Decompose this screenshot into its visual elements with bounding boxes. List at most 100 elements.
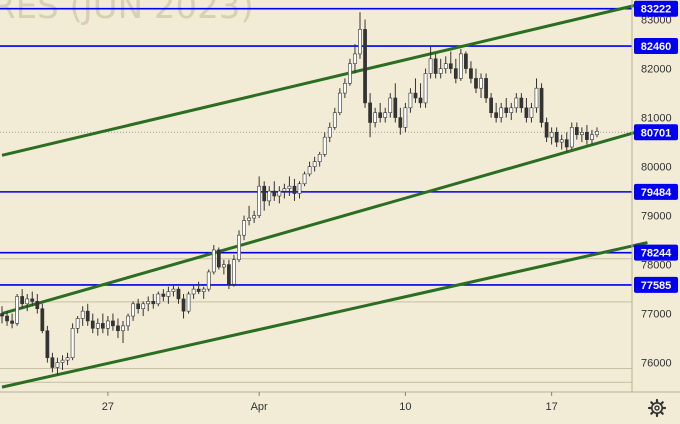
candle — [388, 93, 393, 118]
candle — [156, 291, 161, 307]
time-tick-label: 10 — [399, 401, 411, 413]
candle — [554, 127, 559, 147]
time-tick-label: Apr — [251, 401, 268, 413]
candle-body — [227, 264, 231, 285]
candle — [413, 78, 418, 103]
settings-button[interactable] — [645, 397, 669, 419]
candle — [216, 247, 221, 270]
candle-body — [438, 68, 443, 74]
candle — [211, 245, 216, 275]
candle — [469, 61, 473, 84]
candle-body — [5, 315, 9, 322]
candle-body — [378, 112, 383, 118]
price-axis: 76000 77000 78000 79000 80000 81000 82000 83000 — [641, 15, 672, 370]
time-tick-label: 17 — [545, 401, 557, 413]
candle — [50, 352, 55, 373]
price-tick-label: 79000 — [641, 211, 672, 223]
price-badge: 82460 — [634, 38, 678, 55]
candle — [297, 181, 302, 199]
candle — [227, 259, 231, 290]
candle-body — [408, 92, 413, 109]
candle — [504, 98, 509, 118]
candle — [312, 156, 317, 172]
candle-body — [368, 102, 372, 123]
candle — [484, 73, 488, 103]
candle — [191, 284, 196, 299]
candle — [15, 294, 19, 326]
candle-body — [297, 183, 302, 194]
candle-body — [413, 92, 418, 99]
candle — [10, 313, 14, 329]
candle-body — [287, 185, 292, 189]
candle — [327, 122, 332, 143]
candle-body — [211, 249, 216, 273]
candle — [0, 306, 4, 324]
candle — [489, 93, 493, 118]
candle — [393, 83, 398, 123]
price-badge-bg — [634, 276, 678, 293]
candle — [590, 129, 594, 145]
candle-body — [60, 359, 65, 363]
candle-body — [95, 323, 100, 329]
candle-body — [116, 325, 120, 332]
candle-body — [90, 320, 95, 329]
candle — [196, 281, 201, 294]
price-badge: 78244 — [634, 244, 678, 261]
candle-body — [358, 29, 362, 55]
price-tick-label: 76000 — [641, 358, 672, 370]
candle-body — [85, 310, 90, 322]
price-badge-label: 78244 — [641, 248, 672, 260]
candle-body — [494, 112, 499, 118]
candle-body — [393, 97, 398, 118]
candle-body — [100, 323, 105, 329]
candle-body — [509, 107, 514, 114]
candle-body — [574, 127, 579, 136]
candle-body — [373, 112, 377, 123]
candle-body — [70, 327, 75, 358]
candle — [171, 284, 176, 297]
candle — [524, 98, 529, 123]
candle — [30, 291, 35, 307]
price-badge-bg — [634, 38, 678, 55]
price-badge-label: 77585 — [641, 280, 672, 292]
candle-body — [50, 357, 55, 368]
candle — [443, 56, 448, 74]
candle — [247, 205, 251, 226]
candle-body — [312, 161, 317, 167]
candle — [121, 320, 125, 343]
candle — [332, 107, 337, 130]
candle-body — [30, 298, 35, 302]
candlesticks — [0, 12, 599, 375]
candle-body — [469, 68, 473, 79]
candle — [267, 186, 272, 206]
candle-body — [181, 298, 186, 312]
candle — [408, 88, 413, 113]
price-tick-label: 83000 — [641, 15, 672, 27]
candle-body — [458, 53, 463, 79]
candle — [428, 46, 433, 79]
candle — [559, 134, 564, 150]
candle — [569, 122, 574, 150]
price-badges: 83222 82460 80701 79484 78244 77585 — [634, 0, 678, 293]
candle-body — [504, 107, 509, 114]
candle — [539, 83, 544, 128]
candle-body — [418, 97, 423, 104]
candle — [222, 259, 226, 275]
candle — [257, 176, 262, 219]
candle — [206, 269, 211, 292]
candle-body — [479, 78, 483, 89]
candle — [126, 313, 130, 331]
candle — [116, 318, 120, 339]
candle-body — [35, 301, 40, 310]
candle-body — [549, 132, 554, 138]
candle — [580, 127, 584, 143]
candle-body — [388, 97, 393, 113]
candle — [585, 124, 589, 145]
candle-body — [237, 234, 241, 260]
candle-body — [595, 131, 599, 136]
price-tick-label: 77000 — [641, 309, 672, 321]
candle-body — [20, 296, 25, 305]
candle — [383, 107, 388, 123]
